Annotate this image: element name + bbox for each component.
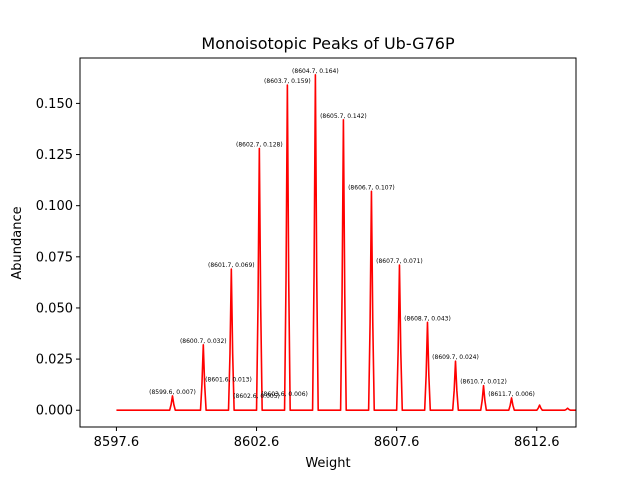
peak-data-label: (8611.7, 0.006) bbox=[488, 391, 535, 398]
y-tick-label: 0.000 bbox=[36, 404, 73, 419]
y-tick-label: 0.025 bbox=[36, 353, 73, 368]
x-axis-label: Weight bbox=[305, 456, 350, 471]
secondary-peak-label: (8602.6, 0.005) bbox=[233, 393, 280, 400]
y-tick-label: 0.050 bbox=[36, 301, 73, 316]
peak-data-label: (8601.7, 0.069) bbox=[208, 262, 255, 269]
x-tick-label: 8597.6 bbox=[94, 435, 140, 450]
peak-data-label: (8605.7, 0.142) bbox=[320, 113, 367, 120]
plot-frame bbox=[79, 57, 577, 428]
peak-line-group bbox=[116, 73, 576, 412]
peak-data-label: (8600.7, 0.032) bbox=[180, 338, 227, 345]
y-tick-label: 0.075 bbox=[36, 250, 73, 265]
peak-data-label: (8606.7, 0.107) bbox=[348, 184, 395, 191]
peak-data-label: (8604.7, 0.164) bbox=[292, 68, 339, 75]
y-axis: 0.000 0.025 0.050 0.075 0.100 0.125 0.150 bbox=[36, 97, 80, 419]
peak-data-label: (8603.7, 0.159) bbox=[264, 78, 311, 85]
secondary-peak-label: (8603.6, 0.006) bbox=[261, 391, 308, 398]
peak-data-label: (8609.7, 0.024) bbox=[432, 354, 479, 361]
x-tick-label: 8612.6 bbox=[514, 435, 560, 450]
peak-data-label: (8602.7, 0.128) bbox=[236, 141, 283, 148]
peak-trace-line bbox=[116, 73, 576, 412]
plot-area: (8599.6, 0.007) (8600.7, 0.032) (8601.7, 0… bbox=[79, 57, 577, 428]
peak-data-label: (8607.7, 0.071) bbox=[376, 258, 423, 265]
x-axis: 8597.6 8602.6 8607.6 8612.6 bbox=[94, 427, 560, 450]
chart-title: Monoisotopic Peaks of Ub-G76P bbox=[201, 34, 455, 53]
y-tick-label: 0.125 bbox=[36, 148, 73, 163]
secondary-peak-label: (8601.6, 0.013) bbox=[205, 377, 252, 384]
y-tick-label: 0.150 bbox=[36, 97, 73, 112]
y-tick-label: 0.100 bbox=[36, 199, 73, 214]
peak-data-label: (8610.7, 0.012) bbox=[460, 379, 507, 386]
x-tick-label: 8607.6 bbox=[374, 435, 420, 450]
plot-background bbox=[80, 58, 576, 427]
peak-data-label: (8599.6, 0.007) bbox=[149, 389, 196, 396]
x-tick-label: 8602.6 bbox=[234, 435, 280, 450]
peak-data-label: (8608.7, 0.043) bbox=[404, 315, 451, 322]
y-axis-label: Abundance bbox=[10, 206, 25, 279]
peak-label-group: (8599.6, 0.007) (8600.7, 0.032) (8601.7, 0… bbox=[149, 68, 535, 400]
